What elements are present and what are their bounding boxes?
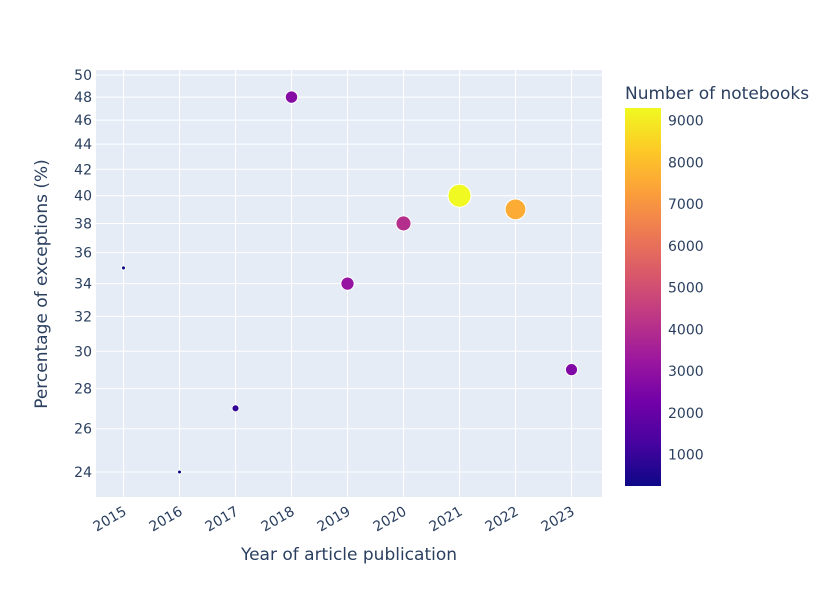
- y-axis-title: Percentage of exceptions (%): [32, 159, 52, 409]
- y-tick-label: 28: [74, 382, 92, 398]
- x-axis-title: Year of article publication: [240, 545, 457, 565]
- y-tick-label: 42: [74, 162, 92, 178]
- data-point: [340, 276, 355, 291]
- colorbar-title: Number of notebooks: [625, 84, 809, 104]
- colorbar-tick-label: 8000: [668, 155, 704, 171]
- data-point: [231, 404, 240, 413]
- data-points: [120, 90, 579, 475]
- colorbar-ticks: 1000 2000 3000 4000 5000 6000 7000 8000 9000: [668, 114, 704, 464]
- x-tick-label: 2019: [315, 504, 354, 536]
- x-tick-label: 2021: [427, 504, 466, 536]
- y-tick-label: 32: [74, 309, 92, 325]
- colorbar-tick-label: 9000: [668, 114, 704, 130]
- x-tick-label: 2023: [539, 504, 578, 536]
- x-tick-label: 2015: [91, 504, 130, 536]
- x-tick-label: 2020: [371, 504, 410, 536]
- y-tick-label: 38: [74, 216, 92, 232]
- data-point: [284, 90, 299, 104]
- data-point: [504, 198, 527, 221]
- colorbar-tick-label: 2000: [668, 406, 704, 422]
- y-tick-label: 24: [74, 465, 92, 481]
- x-tick-label: 2016: [147, 504, 186, 536]
- y-tick-label: 46: [74, 113, 92, 129]
- x-tick-label: 2017: [203, 504, 242, 536]
- colorbar: [625, 108, 661, 486]
- x-tick-label: 2022: [483, 504, 522, 536]
- data-point: [564, 363, 579, 377]
- y-tick-label: 48: [74, 90, 92, 106]
- y-tick-label: 36: [74, 246, 92, 262]
- y-tick-label: 30: [74, 344, 92, 360]
- y-tick-label: 34: [74, 277, 92, 293]
- colorbar-tick-label: 1000: [668, 448, 704, 464]
- data-point: [120, 265, 127, 271]
- colorbar-tick-label: 4000: [668, 322, 704, 338]
- data-point: [447, 183, 472, 208]
- y-axis-ticks: 24 26 28 30 32 34 36 38 40 42 44 46 48 50: [74, 68, 92, 481]
- colorbar-tick-label: 6000: [668, 239, 704, 255]
- colorbar-tick-label: 3000: [668, 364, 704, 380]
- y-tick-label: 50: [74, 68, 92, 84]
- y-tick-label: 40: [74, 189, 92, 205]
- x-tick-label: 2018: [259, 504, 298, 536]
- data-point: [177, 469, 182, 475]
- y-tick-label: 44: [74, 137, 92, 153]
- x-axis-ticks: 2015 2016 2017 2018 2019 2020 2021 2022 2023: [91, 504, 578, 536]
- colorbar-tick-label: 7000: [668, 197, 704, 213]
- data-point: [395, 215, 412, 232]
- colorbar-tick-label: 5000: [668, 281, 704, 297]
- grid-lines: [96, 70, 602, 497]
- y-tick-label: 26: [74, 422, 92, 438]
